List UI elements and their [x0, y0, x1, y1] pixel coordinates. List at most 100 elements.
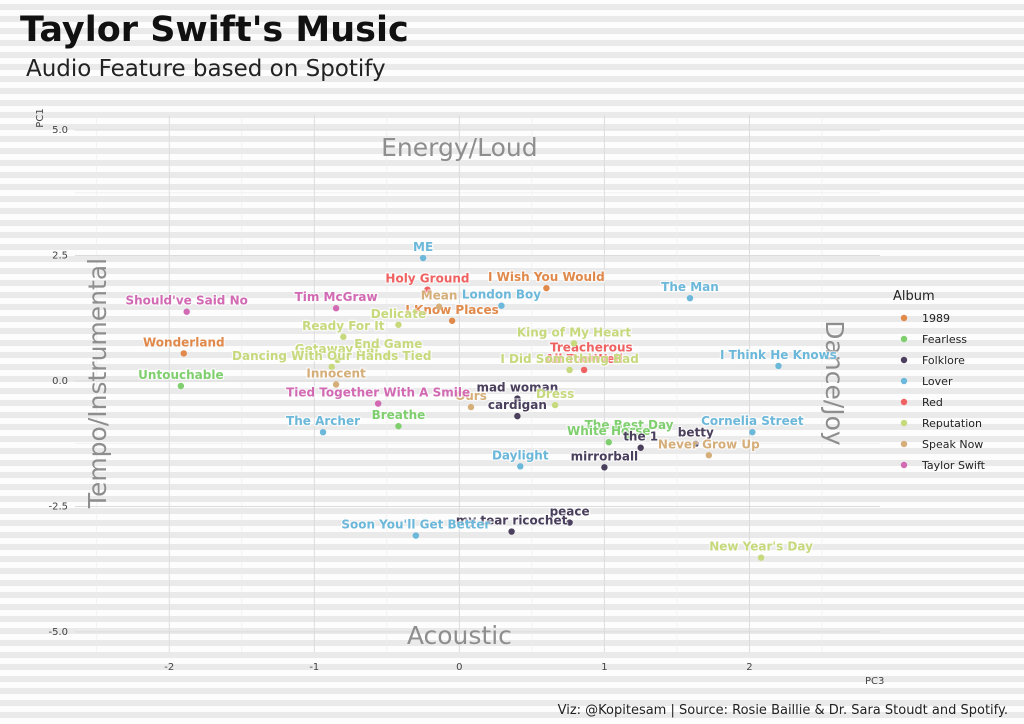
- point-never-grow-up: [705, 452, 713, 459]
- point-label-wonderland: Wonderland: [143, 335, 225, 349]
- point-label-untouchable: Untouchable: [138, 368, 223, 382]
- point-mirrorball: [601, 464, 608, 471]
- point-label-end-game: End Game: [354, 337, 422, 351]
- y-tick-label: 0.0: [52, 376, 68, 387]
- point-betty: [692, 440, 699, 447]
- point-me: [419, 254, 427, 262]
- point-king-of-my-heart: [570, 340, 578, 347]
- legend-swatch-speak-now: [900, 440, 908, 448]
- point-untouchable: [177, 382, 185, 390]
- point-wonderland: [180, 350, 187, 357]
- point-label-dress: Dress: [536, 387, 574, 401]
- point-my-tear-ricochet: [508, 528, 515, 535]
- legend-item-reputation: Reputation: [922, 417, 982, 430]
- point-label-ours: Ours: [455, 389, 487, 403]
- quadrant-label-top: Energy/Loud: [381, 133, 537, 162]
- point-i-think-he-knows: [775, 362, 782, 370]
- point-ours: [467, 403, 475, 411]
- y-tick-label: -5.0: [48, 627, 68, 638]
- y-axis-title: PC1: [35, 108, 46, 127]
- legend-item-speak-now: Speak Now: [922, 438, 983, 451]
- source-caption: Viz: @Kopitesam | Source: Rosie Baillie …: [557, 703, 1008, 718]
- point-tim-mcgraw: [332, 305, 340, 312]
- legend-swatch-taylor-swift: [900, 461, 908, 469]
- x-tick-label: -2: [164, 662, 174, 673]
- x-tick-label: 2: [746, 662, 752, 673]
- point-label-white-horse: White Horse: [567, 424, 650, 438]
- y-tick-label: 5.0: [52, 125, 68, 136]
- point-label-all-too-well: All Too Well: [545, 352, 623, 366]
- point-london-boy: [498, 302, 505, 309]
- x-tick-label: 1: [601, 662, 607, 673]
- y-tick-label: -2.5: [48, 501, 68, 512]
- point-label-i-know-places: I Know Places: [405, 303, 498, 317]
- point-label-the-archer: The Archer: [286, 414, 360, 428]
- point-label-new-year-s-day: New Year's Day: [709, 540, 813, 554]
- legend-swatch-red: [900, 398, 908, 406]
- point-label-the-1: the 1: [623, 430, 658, 444]
- point-cardigan: [514, 412, 521, 420]
- legend-item-1989: 1989: [922, 312, 950, 325]
- point-holy-ground: [424, 286, 431, 293]
- point-label-i-did-something-bad: I Did Something Bad: [500, 352, 639, 366]
- legend-swatch-1989: [900, 314, 908, 322]
- legend-swatch-reputation: [900, 419, 908, 427]
- legend-item-folklore: Folklore: [922, 354, 965, 367]
- point-the-1: [637, 444, 644, 451]
- point-treacherous: [588, 355, 595, 362]
- point-label-my-tear-ricochet: my tear ricochet: [456, 514, 568, 528]
- point-peace: [566, 519, 573, 526]
- point-delicate: [395, 321, 402, 328]
- x-tick-label: -1: [309, 662, 319, 673]
- legend-swatch-fearless: [900, 335, 908, 343]
- point-label-king-of-my-heart: King of My Heart: [517, 325, 632, 339]
- point-daylight: [517, 463, 524, 470]
- point-label-the-man: The Man: [661, 280, 719, 294]
- point-innocent: [332, 381, 340, 388]
- y-tick-label: 2.5: [52, 251, 68, 262]
- point-white-horse: [605, 439, 612, 446]
- point-mad-woman: [514, 395, 521, 402]
- point-label-breathe: Breathe: [372, 408, 426, 422]
- point-label-soon-you-ll-get-better: Soon You'll Get Better: [341, 518, 490, 532]
- legend-item-fearless: Fearless: [922, 333, 967, 346]
- point-dancing-with-our-hands-tied: [328, 363, 335, 371]
- point-label-the-best-day: The Best Day: [585, 418, 674, 432]
- point-getaway-car: [334, 356, 341, 364]
- point-i-wish-you-would: [543, 284, 550, 292]
- point-should-ve-said-no: [183, 308, 190, 315]
- point-mean: [435, 303, 443, 310]
- point-label-daylight: Daylight: [492, 448, 549, 462]
- point-tied-together-with-a-smile: [374, 400, 382, 407]
- point-new-year-s-day: [757, 554, 765, 561]
- point-end-game: [385, 351, 392, 359]
- point-label-london-boy: London Boy: [462, 288, 541, 302]
- point-label-dancing-with-our-hands-tied: Dancing With Our Hands Tied: [232, 349, 431, 363]
- point-label-betty: betty: [678, 426, 714, 440]
- legend-item-lover: Lover: [922, 375, 953, 388]
- legend-swatch-lover: [900, 377, 908, 385]
- legend-swatch-folklore: [900, 356, 908, 364]
- point-the-man: [686, 294, 694, 302]
- point-label-delicate: Delicate: [371, 307, 426, 321]
- legend-item-taylor-swift: Taylor Swift: [921, 459, 986, 472]
- point-label-mad-woman: mad woman: [476, 381, 558, 395]
- point-cornelia-street: [749, 428, 756, 436]
- point-i-did-something-bad: [566, 366, 573, 374]
- legend-item-red: Red: [922, 396, 943, 409]
- point-label-cardigan: cardigan: [488, 398, 547, 412]
- point-label-cornelia-street: Cornelia Street: [701, 414, 804, 428]
- point-label-tied-together-with-a-smile: Tied Together With A Smile: [286, 386, 470, 400]
- chart-subtitle: Audio Feature based on Spotify: [26, 56, 386, 82]
- point-label-peace: peace: [550, 505, 590, 519]
- x-axis-title: PC3: [865, 676, 884, 687]
- point-label-me: ME: [413, 240, 433, 254]
- point-label-mirrorball: mirrorball: [571, 449, 639, 463]
- quadrant-label-bottom: Acoustic: [407, 621, 512, 650]
- point-label-holy-ground: Holy Ground: [385, 272, 469, 286]
- point-label-should-ve-said-no: Should've Said No: [125, 294, 247, 308]
- point-ready-for-it: [340, 333, 347, 341]
- point-i-know-places: [448, 317, 456, 324]
- point-label-innocent: Innocent: [306, 367, 366, 381]
